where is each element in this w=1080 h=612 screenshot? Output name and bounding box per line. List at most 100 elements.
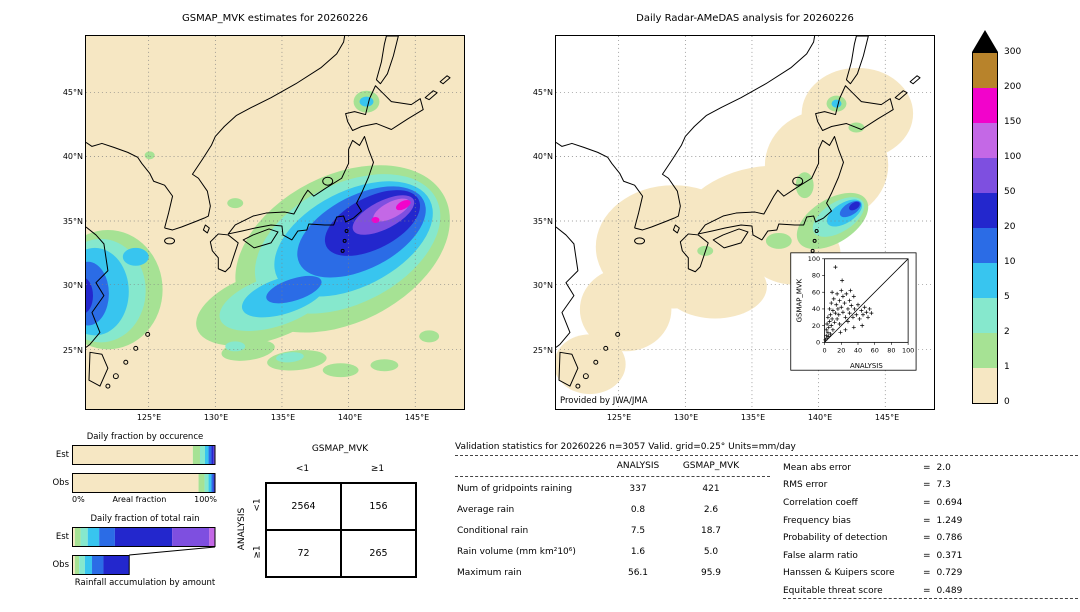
stat-label: Hanssen & Kuipers score [783, 568, 895, 579]
axis-right-label: 100% [194, 495, 217, 504]
divider [455, 476, 770, 477]
validation-cell: 421 [702, 484, 720, 494]
svg-text:0: 0 [816, 339, 820, 347]
validation-cell: 337 [629, 484, 647, 494]
validation-title: Validation statistics for 20260226 n=305… [455, 442, 796, 452]
map-gridlines [86, 36, 464, 409]
colorbar-segment [973, 193, 997, 229]
colorbar-overflow-triangle-icon [972, 30, 998, 52]
validation-cell: 5.0 [703, 547, 719, 557]
lon-tick-label: 135°E [270, 413, 296, 422]
colorbar-tick-label: 200 [1004, 82, 1022, 92]
areal-fraction-axis: 0% Areal fraction 100% [72, 495, 217, 504]
validation-cell: 0.8 [630, 505, 646, 515]
svg-text:20: 20 [812, 322, 820, 330]
colorbar-tick-label: 20 [1004, 222, 1016, 232]
stat-value: 1.249 [936, 515, 963, 526]
svg-text:60: 60 [812, 288, 820, 296]
stat-value: 0.729 [936, 568, 963, 579]
stat-line: Hanssen & Kuipers score = 0.729 [783, 565, 1079, 583]
equals-sign: = [923, 480, 931, 491]
lat-tick-label: 45°N [532, 88, 553, 97]
lon-tick-label: 130°E [673, 413, 699, 422]
validation-cell: 7.5 [630, 526, 646, 536]
bar-row-label: Est [55, 450, 69, 460]
stat-line: Probability of detection = 0.786 [783, 529, 1079, 547]
contingency-row-label: <1 [252, 498, 263, 512]
validation-stats-panel: Validation statistics for 20260226 n=305… [455, 442, 1080, 612]
gsmap-map-svg [86, 36, 464, 409]
contingency-grid: 2564 156 72 265 [265, 482, 417, 578]
stat-label: Equitable threat score [783, 585, 883, 596]
spacer [457, 461, 607, 471]
svg-text:40: 40 [854, 346, 862, 354]
axis-left-label: 0% [72, 495, 85, 504]
svg-text:100: 100 [808, 255, 820, 263]
analysis-header: ANALYSIS [616, 461, 660, 471]
validation-row: Num of gridpoints raining 337 421 [457, 479, 775, 500]
contingency-cell: 156 [341, 483, 416, 530]
lat-tick-label: 30°N [62, 281, 83, 290]
colorbar-tick-label: 150 [1004, 117, 1022, 127]
contingency-table: GSMAP_MVK <1 ≥1 ANALYSIS <1 ≥1 2564 156 … [225, 444, 435, 596]
validation-cell: Conditional rain [457, 526, 529, 536]
bar-row-label: Obs [52, 560, 69, 570]
equals-sign: = [923, 462, 931, 473]
validation-cell: 56.1 [627, 568, 649, 578]
equals-sign: = [923, 497, 931, 508]
validation-cell: 1.6 [630, 547, 646, 557]
stat-label: Mean abs error [783, 462, 851, 473]
equals-sign: = [923, 533, 931, 544]
contingency-column-group-label: GSMAP_MVK [311, 444, 369, 454]
validation-cell: Average rain [457, 505, 515, 515]
validation-score-list: Mean abs error = 2.0 RMS error = 7.3 Correlati… [783, 459, 1079, 600]
svg-text:60: 60 [871, 346, 879, 354]
coastline [86, 36, 451, 389]
stat-value: 0.786 [936, 533, 963, 544]
scatter-inset: 00 20 20 40 40 60 60 80 80 100 100 ANALYSIS GSMAP_MV… [790, 252, 917, 371]
colorbar-tick-label: 10 [1004, 257, 1016, 267]
svg-text:0: 0 [823, 346, 827, 354]
gsmap-header: GSMAP_MVK [682, 461, 740, 471]
lat-tick-label: 35°N [62, 217, 83, 226]
validation-column-headers: ANALYSIS GSMAP_MVK [457, 461, 775, 471]
validation-row: Conditional rain 7.5 18.7 [457, 521, 775, 542]
lon-tick-label: 130°E [203, 413, 229, 422]
radar-map: 0 0 20 20 40 40 60 60 80 80 100 100 ANALYSIS GSMAP_MV… [533, 35, 935, 422]
gsmap-map-title: GSMAP_MVK estimates for 20260226 [181, 13, 369, 24]
colorbar-tick-label: 50 [1004, 187, 1016, 197]
lat-tick-label: 30°N [532, 281, 553, 290]
lat-tick-label: 35°N [532, 217, 553, 226]
colorbar-segment [973, 53, 997, 89]
occurrence-bars [72, 445, 216, 493]
gsmap-map: 45°N 40°N 35°N 30°N 25°N 125°E 130°E 135°E 140°E… [63, 35, 465, 422]
contingency-row-group-label: ANALYSIS [237, 507, 247, 551]
colorbar-tick-label: 100 [1004, 152, 1022, 162]
colorbar-tick-label: 0 [1004, 397, 1010, 407]
divider [783, 598, 1078, 599]
total-rain-bars [72, 527, 216, 575]
lat-tick-label: 25°N [532, 346, 553, 355]
svg-text:GSMAP_MVK: GSMAP_MVK [796, 278, 804, 322]
contingency-cell: 72 [266, 530, 341, 577]
validation-cell: 2.6 [703, 505, 719, 515]
colorbar-segment [973, 88, 997, 124]
lon-tick-label: 140°E [807, 413, 833, 422]
stat-line: False alarm ratio = 0.371 [783, 547, 1079, 565]
total-rain-chart: Daily fraction of total rain Rainfall ac… [50, 514, 240, 596]
stat-line: Equitable threat score = 0.489 [783, 582, 1079, 600]
equals-sign: = [923, 585, 931, 596]
stat-value: 7.3 [936, 480, 951, 491]
colorbar-scale [972, 52, 998, 404]
stat-value: 0.489 [936, 585, 963, 596]
validation-cell: Maximum rain [457, 568, 522, 578]
occurrence-chart: Daily fraction by occurence 0% Areal fra… [50, 432, 240, 514]
lat-tick-label: 40°N [532, 152, 553, 161]
stat-line: Correlation coeff = 0.694 [783, 494, 1079, 512]
bar-row-label: Est [55, 532, 69, 542]
stat-label: Probability of detection [783, 533, 888, 544]
validation-row: Maximum rain 56.1 95.9 [457, 563, 775, 584]
stat-value: 2.0 [936, 462, 951, 473]
svg-text:ANALYSIS: ANALYSIS [850, 362, 883, 370]
